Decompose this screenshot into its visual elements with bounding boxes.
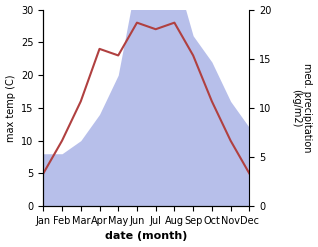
Y-axis label: med. precipitation
(kg/m2): med. precipitation (kg/m2) (291, 63, 313, 153)
Y-axis label: max temp (C): max temp (C) (5, 74, 16, 142)
X-axis label: date (month): date (month) (105, 231, 188, 242)
